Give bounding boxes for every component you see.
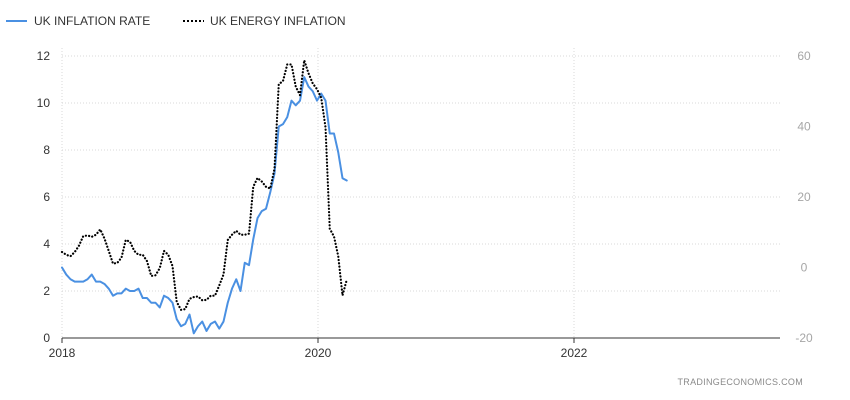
x-tick-label: 2018 [49,346,76,360]
y-right-tick-label: -20 [795,331,813,345]
y-right-tick-label: 60 [797,49,811,63]
grid [61,48,780,338]
y-left-tick-label: 2 [43,284,50,298]
y-right-tick-label: 0 [801,261,808,275]
y-left-tick-label: 4 [43,237,50,251]
x-tick-label: 2022 [561,346,588,360]
y-right-tick-label: 40 [797,120,811,134]
watermark: TRADINGECONOMICS.COM [677,377,803,387]
legend-label-inflation: UK INFLATION RATE [34,14,150,28]
series-layer [60,59,348,335]
y-left-tick-label: 6 [43,190,50,204]
x-tick-label: 2020 [305,346,332,360]
y-axis-right: -20 0 20 40 60 [795,49,813,345]
y-left-tick-label: 0 [43,331,50,345]
y-right-tick-label: 20 [797,190,811,204]
y-axis-left: 0 2 4 6 8 10 12 [37,49,51,345]
legend-label-energy: UK ENERGY INFLATION [210,14,346,28]
legend: UK INFLATION RATE UK ENERGY INFLATION [6,14,346,28]
y-left-tick-label: 10 [37,96,51,110]
y-left-tick-label: 12 [37,49,51,63]
series-line-inflation-rate [61,76,348,335]
y-left-tick-label: 8 [43,143,50,157]
x-axis: 2018 2020 2022 [49,338,588,360]
series-line-energy-inflation [60,59,348,311]
